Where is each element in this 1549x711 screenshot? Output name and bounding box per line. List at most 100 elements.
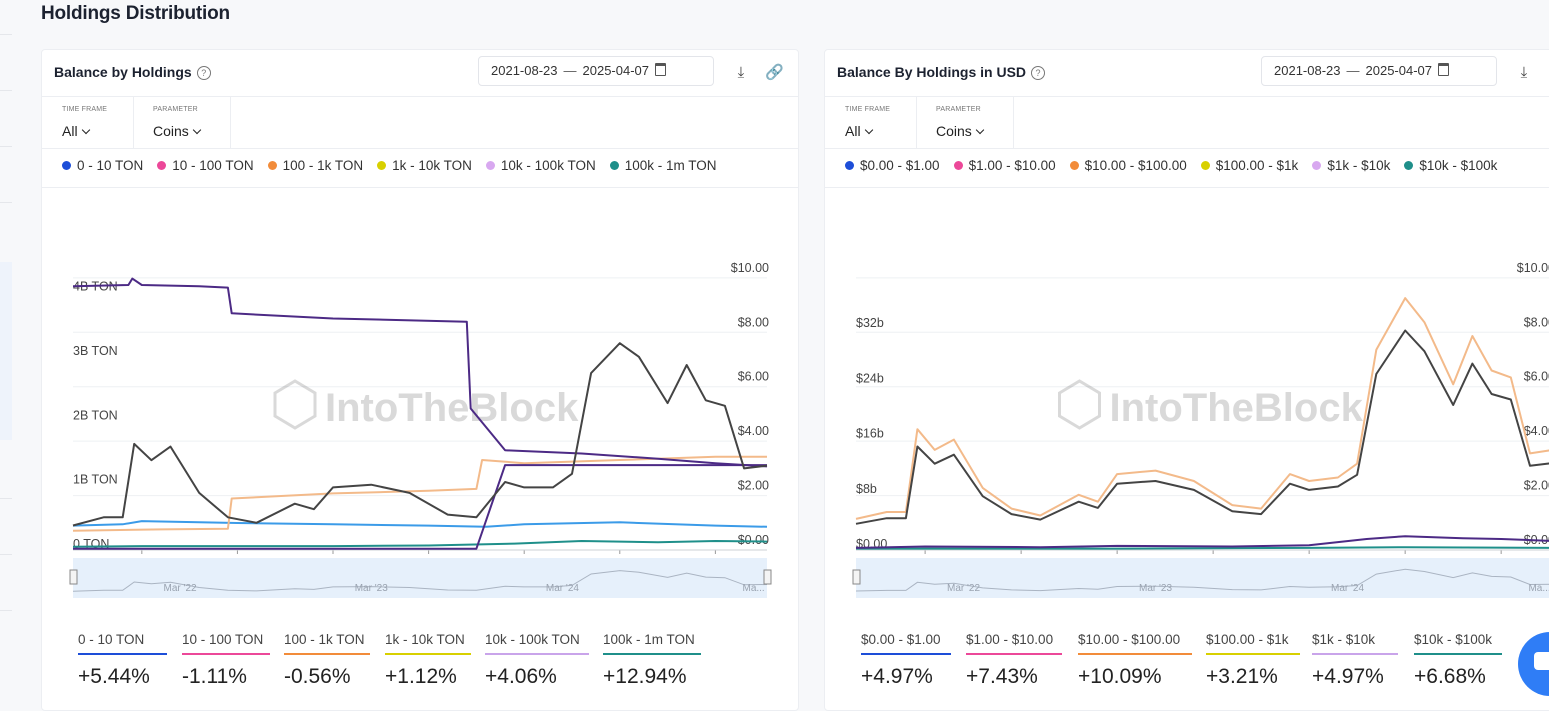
navigator-handle[interactable] bbox=[852, 569, 861, 585]
stat-label: 100k - 1m TON bbox=[603, 632, 695, 647]
chevron-down-icon bbox=[81, 125, 90, 135]
y-right-tick-label: $10.00 bbox=[1517, 261, 1549, 275]
parameter-value: Coins bbox=[153, 123, 189, 139]
stat-item: 100k - 1m TON +12.94% bbox=[603, 632, 701, 689]
sidebar-divider bbox=[0, 610, 12, 611]
sidebar-divider bbox=[0, 202, 12, 203]
navigator-handle[interactable] bbox=[69, 569, 78, 585]
card-header: Balance By Holdings in USD? 2021-08-23—2… bbox=[825, 50, 1549, 97]
legend-item[interactable]: $1k - $10k bbox=[1312, 158, 1390, 173]
sidebar-selected-item[interactable] bbox=[0, 262, 12, 440]
parameter-dropdown[interactable]: PARAMETER Coins bbox=[133, 97, 231, 148]
time-frame-label: TIME FRAME bbox=[845, 106, 891, 113]
legend-item[interactable]: 10 - 100 TON bbox=[157, 158, 254, 173]
stat-label: 1k - 10k TON bbox=[385, 632, 465, 647]
legend-item[interactable]: $10k - $100k bbox=[1404, 158, 1497, 173]
link-icon[interactable]: 🔗 bbox=[765, 64, 784, 81]
legend-item[interactable]: 1k - 10k TON bbox=[377, 158, 472, 173]
chart-controls: TIME FRAME All PARAMETER Coins bbox=[825, 97, 1549, 149]
legend-item[interactable]: $100.00 - $1k bbox=[1200, 158, 1298, 173]
stat-item: 10k - 100k TON +4.06% bbox=[485, 632, 589, 689]
legend-dot-icon bbox=[1200, 161, 1210, 170]
legend-dot-icon bbox=[62, 161, 71, 170]
time-frame-value: All bbox=[845, 123, 861, 139]
date-separator: — bbox=[1346, 63, 1360, 78]
legend-dot-icon bbox=[953, 161, 963, 170]
stat-value: +5.44% bbox=[78, 665, 150, 688]
chart-controls: TIME FRAME All PARAMETER Coins bbox=[42, 97, 798, 149]
legend-item[interactable]: $0.00 - $1.00 bbox=[845, 158, 940, 173]
watermark-text: IntoTheBlock bbox=[325, 386, 579, 430]
stat-value: +4.06% bbox=[485, 665, 557, 688]
date-range-picker[interactable]: 2021-08-23 — 2025-04-07 bbox=[478, 56, 714, 86]
y-left-tick-label: $16b bbox=[856, 427, 884, 441]
series-line bbox=[855, 535, 1549, 549]
legend-item[interactable]: $10.00 - $100.00 bbox=[1069, 158, 1187, 173]
date-separator: — bbox=[563, 63, 577, 78]
legend-dot-icon bbox=[485, 161, 495, 170]
legend-item[interactable]: 100k - 1m TON bbox=[609, 158, 717, 173]
chevron-down-icon bbox=[975, 125, 985, 135]
series-line bbox=[72, 342, 768, 527]
legend-label: 10 - 100 TON bbox=[172, 158, 254, 173]
series-line bbox=[856, 546, 1549, 550]
time-frame-dropdown[interactable]: TIME FRAME All bbox=[42, 97, 134, 148]
navigator-label: Mar '22 bbox=[947, 583, 980, 594]
stat-color-line bbox=[861, 653, 951, 655]
date-range-picker[interactable]: 2021-08-23 — 2025-04-07 bbox=[1261, 56, 1497, 86]
legend-item[interactable]: 0 - 10 TON bbox=[62, 158, 143, 173]
legend-label: 10k - 100k TON bbox=[500, 158, 596, 173]
legend-item[interactable]: 100 - 1k TON bbox=[267, 158, 363, 173]
legend-dot-icon bbox=[1069, 161, 1079, 170]
navigator-range[interactable] bbox=[856, 558, 1549, 598]
navigator-range[interactable] bbox=[73, 558, 767, 598]
help-icon[interactable]: ? bbox=[196, 66, 211, 80]
stat-item: 100 - 1k TON -0.56% bbox=[284, 632, 370, 689]
parameter-dropdown[interactable]: PARAMETER Coins bbox=[916, 97, 1014, 148]
download-icon[interactable]: ⤓ bbox=[737, 64, 745, 81]
stat-color-line bbox=[1414, 653, 1502, 655]
y-right-tick-label: $4.00 bbox=[1524, 424, 1549, 438]
legend-label: $1.00 - $10.00 bbox=[968, 158, 1056, 173]
date-start: 2021-08-23 bbox=[491, 63, 558, 78]
parameter-label: PARAMETER bbox=[936, 106, 981, 113]
stat-label: 10 - 100 TON bbox=[182, 632, 264, 647]
left-sidebar-edge bbox=[0, 0, 12, 707]
navigator-label: Ma... bbox=[1528, 583, 1549, 594]
navigator-handle[interactable] bbox=[763, 569, 772, 585]
stat-value: +3.21% bbox=[1206, 665, 1278, 688]
stat-label: $100.00 - $1k bbox=[1206, 632, 1289, 647]
stat-item: 0 - 10 TON +5.44% bbox=[78, 632, 167, 689]
help-icon[interactable]: ? bbox=[1031, 66, 1046, 80]
time-frame-value: All bbox=[62, 123, 78, 139]
download-icon[interactable]: ⤓ bbox=[1520, 64, 1528, 81]
calendar-icon[interactable] bbox=[1438, 63, 1449, 76]
legend-item[interactable]: $1.00 - $10.00 bbox=[953, 158, 1056, 173]
y-left-tick-label: 2B TON bbox=[73, 408, 118, 422]
navigator-series bbox=[855, 568, 1549, 592]
legend-label: $10.00 - $100.00 bbox=[1084, 158, 1187, 173]
legend-label: 0 - 10 TON bbox=[77, 158, 144, 173]
chevron-down-icon bbox=[192, 125, 202, 135]
calendar-icon[interactable] bbox=[655, 63, 666, 76]
series-line bbox=[855, 329, 1549, 525]
legend-dot-icon bbox=[267, 161, 277, 170]
sidebar-divider bbox=[0, 90, 12, 91]
navigator-label: Mar '24 bbox=[546, 583, 579, 594]
legend-dot-icon bbox=[1312, 161, 1322, 170]
navigator-label: Mar '22 bbox=[164, 583, 197, 594]
date-end: 2025-04-07 bbox=[582, 63, 650, 78]
time-frame-dropdown[interactable]: TIME FRAME All bbox=[825, 97, 917, 148]
y-left-tick-label: 3B TON bbox=[73, 344, 118, 358]
chat-icon bbox=[1534, 652, 1549, 670]
legend-label: 100k - 1m TON bbox=[624, 158, 717, 173]
legend-item[interactable]: 10k - 100k TON bbox=[485, 158, 596, 173]
stat-value: +4.97% bbox=[1312, 665, 1384, 688]
date-end: 2025-04-07 bbox=[1365, 63, 1433, 78]
stat-label: $0.00 - $1.00 bbox=[861, 632, 941, 647]
navigator-label: Ma... bbox=[742, 583, 764, 594]
legend-label: $0.00 - $1.00 bbox=[860, 158, 940, 173]
stat-color-line bbox=[78, 653, 167, 655]
legend-divider bbox=[825, 187, 1549, 188]
watermark-logo-icon bbox=[1058, 379, 1101, 430]
